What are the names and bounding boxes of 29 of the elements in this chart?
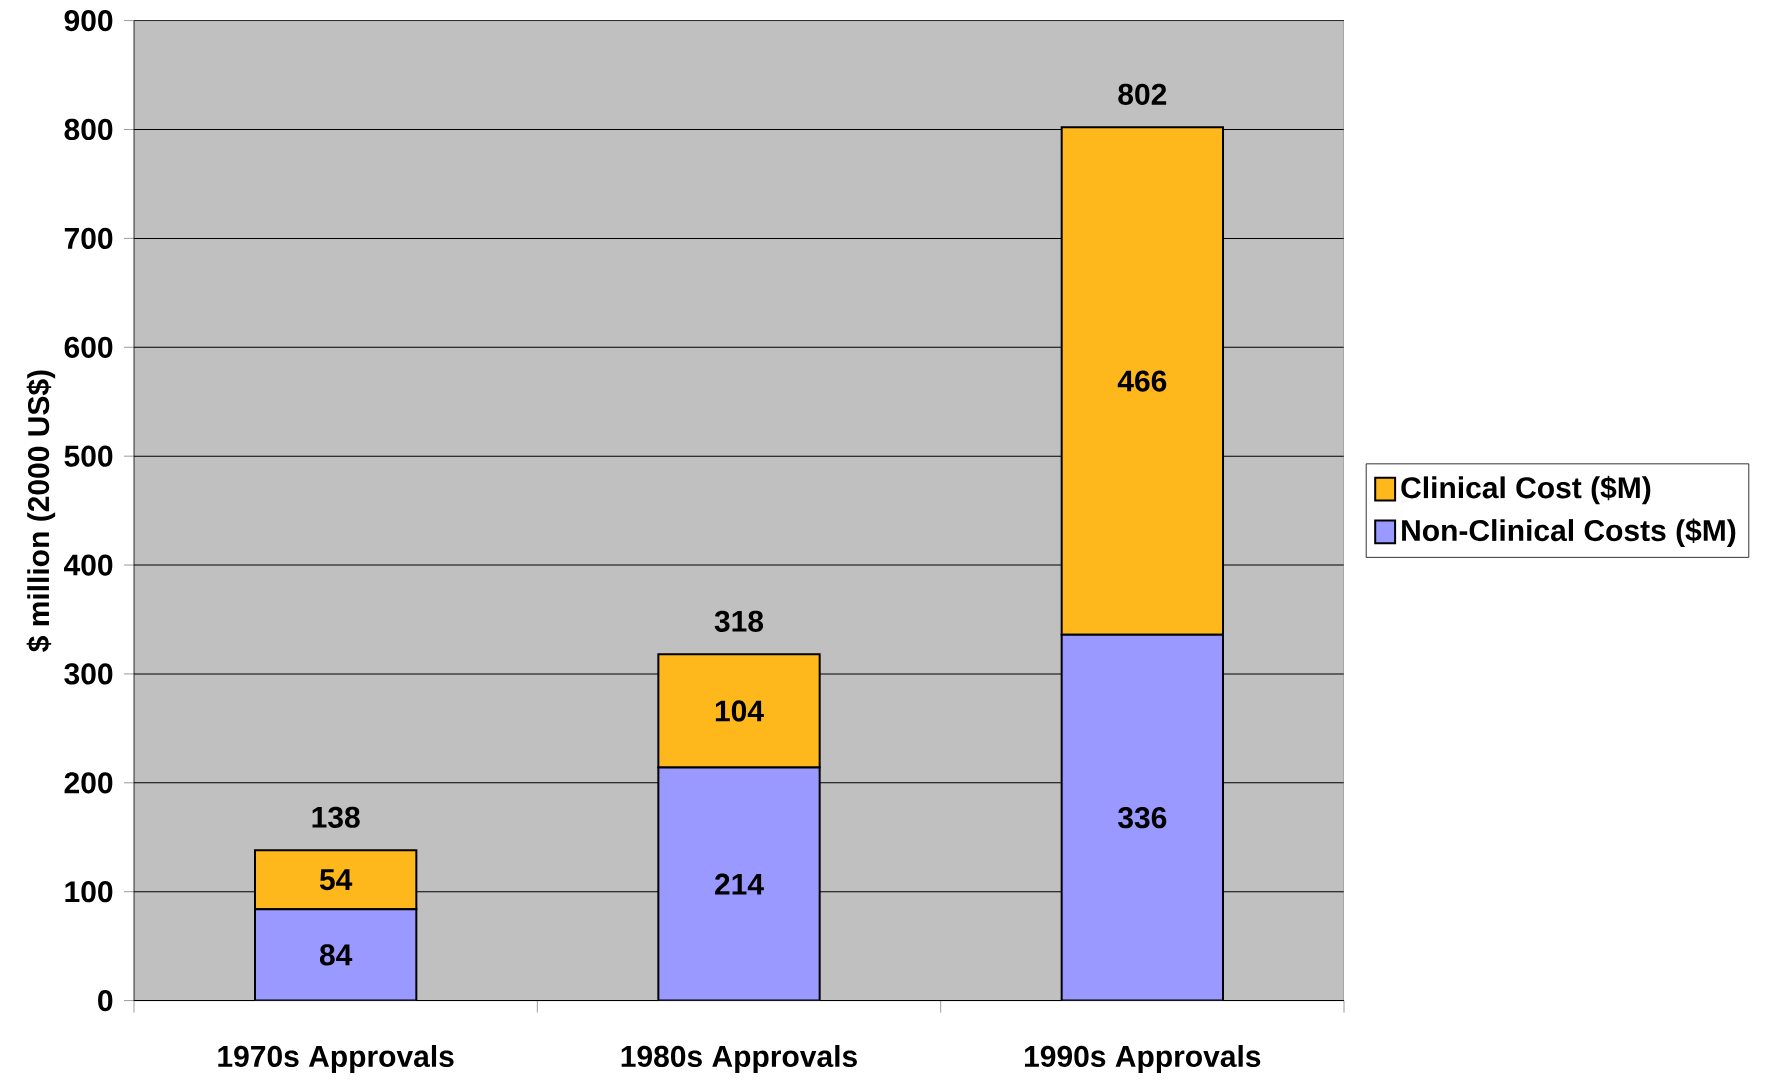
data-label: 104: [715, 700, 764, 722]
y-tick-label: 0: [98, 989, 113, 1012]
x-tick-label: 1970s Approvals: [218, 1045, 454, 1073]
data-label: 214: [715, 873, 764, 895]
legend-label: Non-Clinical Costs ($M): [1402, 518, 1736, 548]
x-tick-label: 1990s Approvals: [1024, 1045, 1261, 1073]
y-tick-label: 100: [65, 881, 113, 903]
legend-label: Clinical Cost ($M): [1401, 475, 1651, 505]
bar: [657, 653, 821, 769]
y-tick-label: 600: [64, 336, 113, 358]
data-label: 466: [1117, 370, 1167, 392]
y-tick-label: 500: [64, 445, 113, 467]
y-axis-title: $ million (2000 US$): [26, 370, 56, 652]
total-label: 318: [714, 610, 764, 632]
y-tick-label: 400: [63, 554, 113, 576]
data-label: 336: [1118, 807, 1167, 829]
data-label: 54: [319, 869, 353, 891]
data-label: 84: [319, 944, 353, 966]
bar: [1060, 633, 1225, 1001]
total-label: 138: [312, 806, 360, 828]
y-tick-label: 800: [64, 118, 113, 141]
y-tick-label: 300: [64, 663, 113, 685]
y-tick-label: 700: [64, 227, 113, 250]
bar: [657, 766, 821, 1001]
total-label: 802: [1118, 83, 1167, 105]
bar: [254, 908, 418, 1001]
x-tick-label: 1980s Approvals: [621, 1045, 857, 1073]
y-tick-label: 200: [64, 772, 113, 794]
y-tick-label: 900: [64, 10, 113, 32]
